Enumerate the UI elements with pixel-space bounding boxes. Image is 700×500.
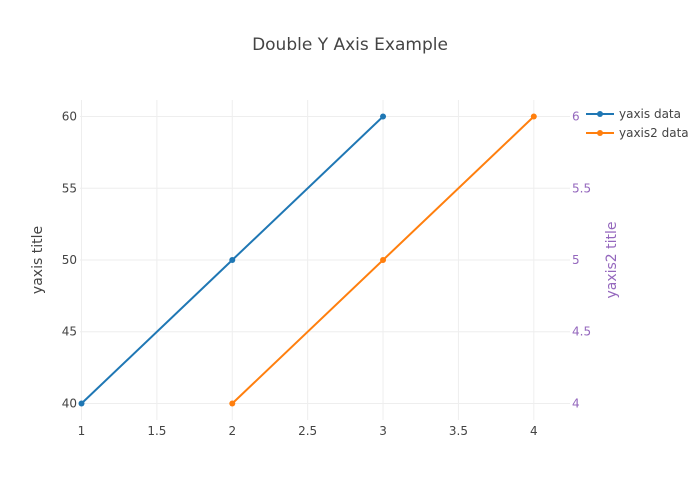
data-point[interactable] (78, 400, 85, 407)
x-tick-label: 4 (530, 424, 538, 438)
legend-marker (597, 130, 603, 136)
data-point[interactable] (380, 257, 387, 263)
x-tick-label: 1 (78, 424, 86, 438)
y-tick-label: 40 (62, 396, 77, 410)
x-axis-ticks: 1 1.5 2 2.5 3 3.5 4 (78, 424, 538, 438)
legend[interactable]: yaxis data yaxis2 data (586, 107, 689, 140)
y2-tick-label: 5 (572, 253, 580, 267)
x-tick-label: 3.5 (449, 424, 468, 438)
legend-label: yaxis2 data (619, 126, 689, 140)
legend-label: yaxis data (619, 107, 681, 121)
data-point[interactable] (229, 400, 236, 407)
grid-layer (80, 100, 570, 420)
data-point[interactable] (530, 113, 537, 120)
x-tick-label: 2.5 (298, 424, 317, 438)
y-tick-label: 55 (62, 181, 77, 195)
x-tick-label: 3 (379, 424, 387, 438)
legend-marker (597, 111, 603, 117)
y-axis-title: yaxis title (30, 226, 46, 294)
y-tick-label: 50 (62, 253, 77, 267)
series-layer (78, 113, 537, 407)
x-tick-label: 2 (228, 424, 236, 438)
y2-axis-ticks: 4 4.5 5 5.5 6 (572, 110, 591, 411)
x-tick-label: 1.5 (147, 424, 166, 438)
y2-axis-title: yaxis2 title (604, 221, 620, 298)
data-point[interactable] (229, 257, 236, 263)
legend-item[interactable]: yaxis data (586, 107, 681, 121)
chart-title: Double Y Axis Example (252, 35, 448, 55)
y-tick-label: 45 (62, 325, 77, 339)
y2-tick-label: 4 (572, 396, 580, 410)
y-axis-ticks: 40 45 50 55 60 (62, 110, 77, 411)
y2-tick-label: 5.5 (572, 181, 591, 195)
y2-tick-label: 4.5 (572, 325, 591, 339)
y2-tick-label: 6 (572, 110, 580, 124)
legend-item[interactable]: yaxis2 data (586, 126, 689, 140)
data-point[interactable] (380, 113, 387, 120)
y-tick-label: 60 (62, 110, 77, 124)
